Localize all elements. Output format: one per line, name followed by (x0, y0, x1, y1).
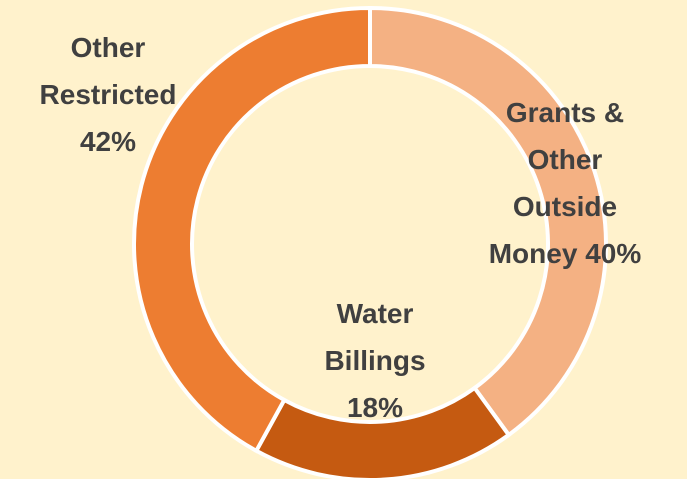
data-label: Other Restricted 42% (23, 24, 193, 165)
data-label: Grants & Other Outside Money 40% (475, 89, 655, 277)
category-label: Grants & Other Outside Money (488, 96, 625, 269)
data-label: Water Billings 18% (305, 290, 445, 431)
value-label: 40% (585, 237, 642, 269)
donut-slice (368, 5, 608, 438)
category-label: Water Billings (324, 297, 426, 376)
value-label: 42% (79, 125, 137, 157)
donut-slice (132, 5, 372, 454)
category-label: Other Restricted (39, 31, 177, 110)
value-label: 18% (346, 391, 404, 423)
